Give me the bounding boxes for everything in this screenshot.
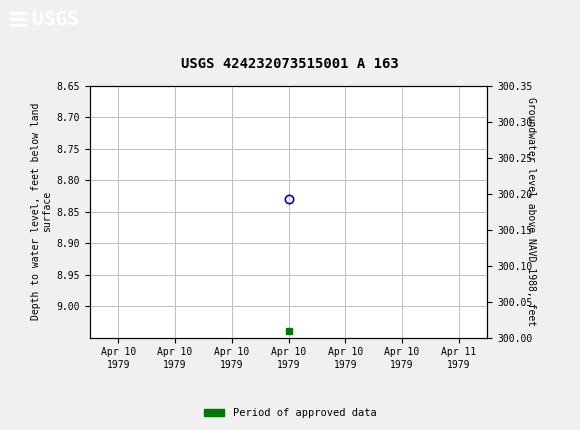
- Legend: Period of approved data: Period of approved data: [200, 404, 380, 423]
- Text: USGS: USGS: [32, 10, 79, 29]
- Y-axis label: Groundwater level above NAVD 1988, feet: Groundwater level above NAVD 1988, feet: [526, 97, 537, 326]
- Y-axis label: Depth to water level, feet below land
surface: Depth to water level, feet below land su…: [31, 103, 53, 320]
- Text: ≡: ≡: [7, 6, 30, 34]
- Text: USGS 424232073515001 A 163: USGS 424232073515001 A 163: [181, 57, 399, 71]
